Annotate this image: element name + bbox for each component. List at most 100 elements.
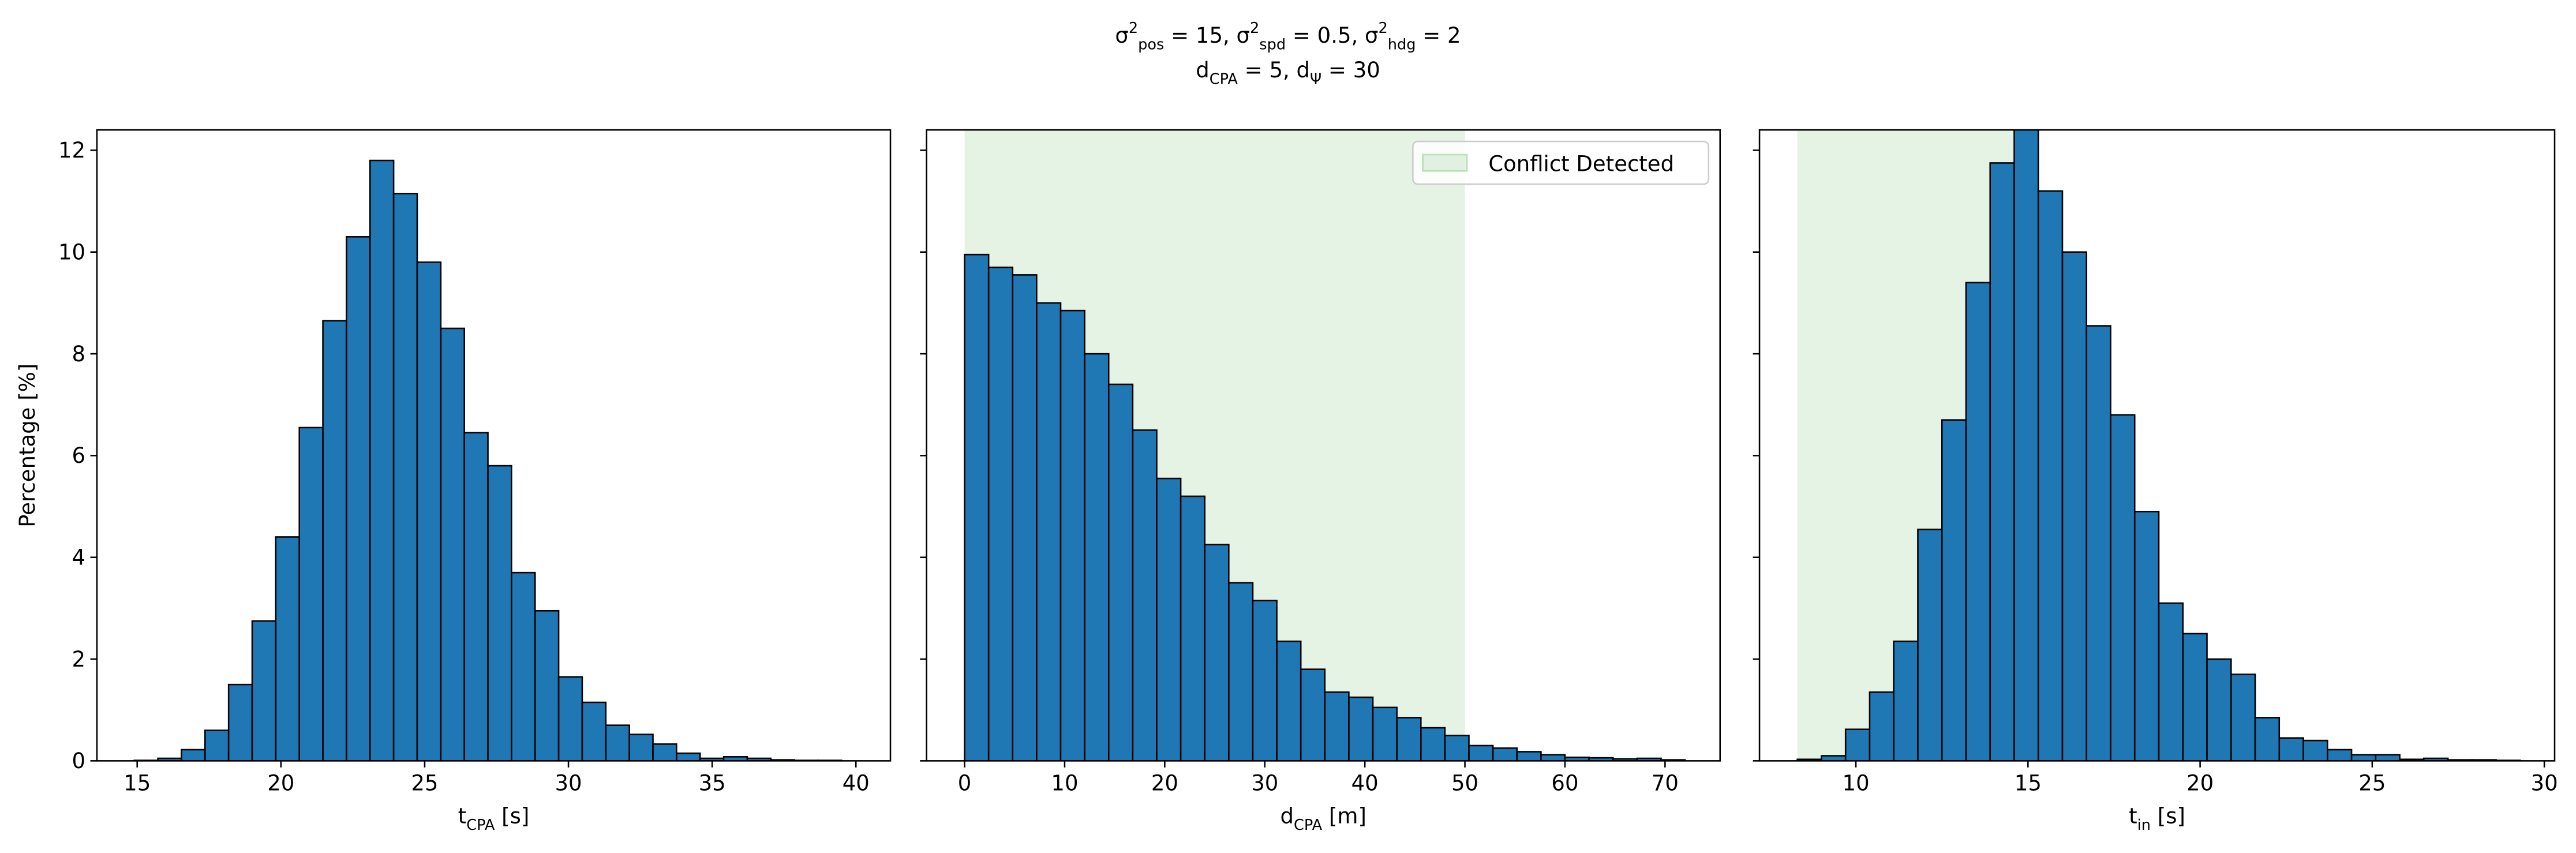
legend-swatch (1422, 154, 1468, 172)
y-tick-label: 2 (72, 647, 85, 672)
y-tick-label: 4 (72, 545, 85, 570)
text-part: Ψ (1310, 70, 1321, 88)
text-part: t (458, 804, 467, 829)
text-part: CPA (1210, 70, 1238, 88)
histogram-bar (181, 749, 206, 761)
text-part: hdg (1388, 36, 1416, 54)
histogram-bar (2350, 754, 2377, 761)
text-part: CPA (466, 817, 495, 834)
x-tick-label: 40 (1351, 771, 1379, 796)
y-tick-label: 0 (72, 749, 85, 773)
histogram-bar (440, 327, 465, 761)
histogram-bar (2110, 414, 2136, 761)
histogram-bar (1324, 691, 1350, 761)
x-tick-label: 40 (843, 771, 870, 796)
histogram-bar (1252, 600, 1278, 761)
x-tick-label: 25 (2358, 771, 2386, 796)
text-part: d (1196, 58, 1209, 83)
histogram-bar (2206, 658, 2232, 761)
histogram-bar (2254, 717, 2281, 761)
histogram-bar (1444, 734, 1470, 761)
axes-frame (96, 129, 892, 762)
histogram-bar (2061, 251, 2088, 761)
histogram-bar (2230, 674, 2256, 761)
histogram-bar (487, 465, 512, 761)
histogram-bar (392, 193, 418, 761)
x-tick-label: 60 (1551, 771, 1578, 796)
x-tick-label: 20 (1151, 771, 1178, 796)
histogram-bar (2278, 737, 2304, 761)
histogram-bar (2327, 749, 2353, 761)
histogram-bar (964, 253, 990, 761)
text-part: [s] (495, 804, 529, 829)
histogram-bar (987, 266, 1014, 761)
histogram-bar (346, 235, 371, 761)
x-tick-label: 70 (1652, 771, 1679, 796)
histogram-bar (1821, 755, 1847, 761)
legend-box (1412, 140, 1710, 185)
text-part: [s] (2151, 804, 2185, 829)
axes-frame (1758, 129, 2556, 762)
histogram-bar (557, 676, 583, 761)
histogram-bar (463, 432, 489, 761)
x-tick-label: 20 (2186, 771, 2214, 796)
text-part: = 5, d (1238, 58, 1310, 83)
histogram-bar (1084, 353, 1110, 761)
histogram-bar (1276, 640, 1302, 761)
x-tick-label: 20 (267, 771, 294, 796)
y-tick-label: 12 (58, 138, 85, 163)
text-part: σ (1115, 23, 1128, 48)
histogram-bar (1180, 495, 1206, 761)
histogram-bar (2037, 190, 2064, 761)
histogram-bar (1107, 383, 1134, 761)
histogram-bar (511, 571, 536, 761)
figure-title: dCPA = 5, dΨ = 30 (1196, 58, 1380, 88)
x-tick-label: 10 (1051, 771, 1078, 796)
histogram-bar (1893, 640, 1919, 761)
histogram-bar (1540, 754, 1566, 761)
histogram-bar (1132, 429, 1158, 761)
x-tick-label: 30 (555, 771, 582, 796)
figure-title: σ2pos = 15, σ2spd = 0.5, σ2hdg = 2 (1115, 20, 1461, 53)
histogram-bar (2158, 602, 2184, 761)
plot-area (1796, 130, 2521, 761)
histogram-bar (1348, 696, 1374, 761)
histogram-bar (1036, 302, 1062, 761)
y-tick-label: 8 (72, 342, 85, 366)
text-part: 2 (1250, 20, 1259, 37)
text-part: = 15, σ (1164, 23, 1250, 48)
histogram-bar (416, 261, 442, 761)
x-tick-label: 30 (1251, 771, 1278, 796)
x-tick-label: 35 (699, 771, 726, 796)
histogram-bar (1059, 309, 1085, 761)
x-tick-label: 15 (2015, 771, 2042, 796)
text-part: d (1280, 804, 1294, 829)
text-part: 2 (1129, 20, 1138, 37)
x-tick-label: 15 (123, 771, 151, 796)
histogram-bar (369, 159, 395, 761)
histogram-bar (1204, 544, 1230, 761)
histogram-bar (534, 609, 560, 761)
text-part: CPA (1294, 817, 1323, 834)
text-part: 2 (1378, 20, 1387, 37)
text-part: spd (1259, 36, 1286, 54)
histogram-bar (251, 620, 277, 761)
x-tick-label: 25 (411, 771, 438, 796)
histogram-bar (2182, 633, 2208, 761)
histogram-bar (227, 683, 253, 761)
axes-frame (926, 129, 1721, 762)
y-tick-label: 6 (72, 443, 85, 468)
histogram-bar (298, 426, 324, 761)
text-part: = 2 (1416, 23, 1461, 48)
histogram-bar (2375, 754, 2401, 761)
histogram-bar (1492, 747, 1518, 761)
x-axis-label: dCPA [m] (1280, 804, 1366, 834)
histogram-bar (1844, 728, 1871, 761)
y-axis-label: Percentage [%] (15, 364, 40, 527)
histogram-bar (1372, 706, 1398, 761)
histogram-bar (581, 701, 607, 761)
plot-area (964, 130, 1686, 761)
x-tick-label: 10 (1843, 771, 1870, 796)
